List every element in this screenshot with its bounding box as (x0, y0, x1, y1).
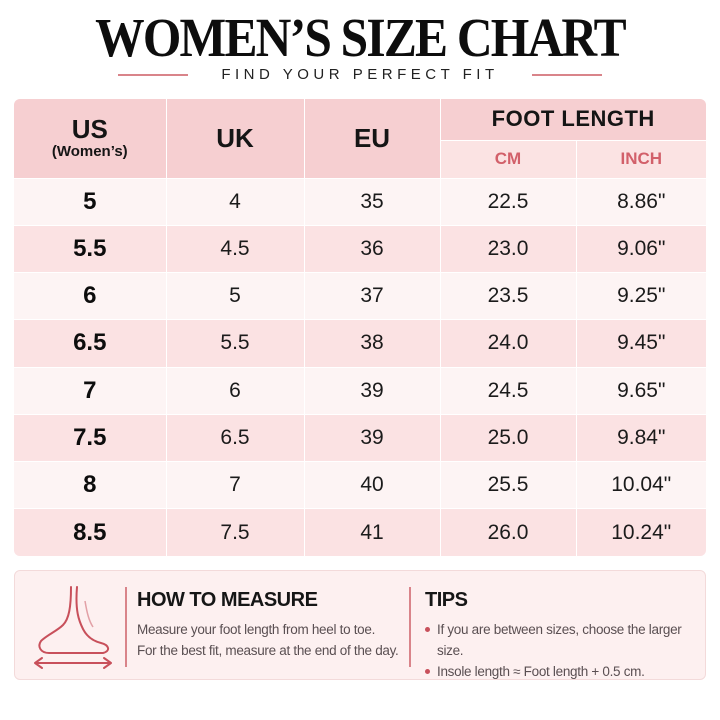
cell-inch: 9.25" (576, 271, 706, 320)
how-to-measure-line-2: For the best fit, measure at the end of … (137, 643, 399, 658)
cell-inch: 10.24" (576, 508, 706, 556)
cell-cm: 23.5 (440, 271, 577, 320)
cell-us: 8 (14, 460, 167, 509)
bullet-icon (425, 627, 430, 632)
page-subtitle: FIND YOUR PERFECT FIT (221, 66, 499, 83)
how-to-measure-line-1: Measure your foot length from heel to to… (137, 622, 376, 637)
header-uk: UK (166, 99, 305, 178)
header-inch: INCH (576, 140, 706, 178)
cell-eu: 36 (304, 224, 441, 273)
cell-uk: 6.5 (166, 413, 305, 462)
subtitle-divider-left (118, 74, 188, 76)
cell-inch: 9.06" (576, 224, 706, 273)
cell-us: 6.5 (14, 319, 167, 367)
cell-eu: 40 (304, 460, 441, 509)
tip-item: If you are between sizes, choose the lar… (425, 619, 705, 661)
subtitle-row: FIND YOUR PERFECT FIT (0, 66, 720, 84)
table-row: 7 6 39 24.5 9.65" (14, 366, 706, 415)
cell-us: 5.5 (14, 224, 167, 273)
cell-inch: 8.86" (576, 177, 706, 226)
header-eu: EU (304, 99, 441, 178)
table-row: 5.5 4.5 36 23.0 9.06" (14, 224, 706, 273)
cell-inch: 9.84" (576, 413, 706, 462)
info-divider-2 (409, 587, 411, 667)
how-to-measure-title: HOW TO MEASURE (137, 589, 318, 611)
cell-cm: 25.5 (440, 460, 577, 509)
cell-uk: 4 (166, 177, 305, 226)
page-title: WOMEN’S SIZE CHART (95, 7, 627, 68)
cell-eu: 38 (304, 319, 441, 367)
cell-uk: 7 (166, 460, 305, 509)
header-foot-length: FOOT LENGTH (440, 99, 706, 141)
bullet-icon (425, 669, 430, 674)
table-row: 6 5 37 23.5 9.25" (14, 271, 706, 320)
cell-eu: 39 (304, 413, 441, 462)
cell-inch: 9.65" (576, 366, 706, 415)
table-row: 8 7 40 25.5 10.04" (14, 460, 706, 509)
cell-uk: 6 (166, 366, 305, 415)
cell-uk: 5 (166, 271, 305, 320)
tip-item: Insole length ≈ Foot length + 0.5 cm. (425, 661, 705, 682)
cell-us: 5 (14, 177, 167, 226)
info-divider-1 (125, 587, 127, 667)
header-us: US (Women’s) (14, 99, 167, 178)
size-chart-table: US (Women’s) UK EU FOOT LENGTH CM INCH 5… (14, 99, 706, 556)
cell-inch: 10.04" (576, 460, 706, 509)
cell-cm: 24.5 (440, 366, 577, 415)
tips-list: If you are between sizes, choose the lar… (425, 619, 705, 682)
cell-us: 8.5 (14, 508, 167, 556)
cell-uk: 7.5 (166, 508, 305, 556)
tip-text: If you are between sizes, choose the lar… (437, 622, 682, 658)
table-row: 7.5 6.5 39 25.0 9.84" (14, 413, 706, 462)
cell-us: 6 (14, 271, 167, 320)
how-to-measure-text: Measure your foot length from heel to to… (137, 619, 407, 661)
table-row: 6.5 5.5 38 24.0 9.45" (14, 319, 706, 367)
foot-measure-icon (34, 586, 112, 669)
cell-cm: 23.0 (440, 224, 577, 273)
cell-eu: 39 (304, 366, 441, 415)
cell-eu: 41 (304, 508, 441, 556)
cell-cm: 25.0 (440, 413, 577, 462)
cell-eu: 37 (304, 271, 441, 320)
cell-us: 7 (14, 366, 167, 415)
table-row: 8.5 7.5 41 26.0 10.24" (14, 508, 706, 556)
cell-uk: 5.5 (166, 319, 305, 367)
cell-cm: 24.0 (440, 319, 577, 367)
cell-eu: 35 (304, 177, 441, 226)
tips-title: TIPS (425, 589, 468, 611)
cell-cm: 22.5 (440, 177, 577, 226)
tip-text: Insole length ≈ Foot length + 0.5 cm. (437, 664, 645, 679)
header-cm: CM (440, 140, 577, 178)
table-row: 5 4 35 22.5 8.86" (14, 177, 706, 226)
info-panel: HOW TO MEASURE Measure your foot length … (14, 570, 706, 680)
cell-uk: 4.5 (166, 224, 305, 273)
header-us-label: US (71, 114, 108, 145)
header-us-sub: (Women’s) (51, 143, 128, 161)
cell-cm: 26.0 (440, 508, 577, 556)
cell-inch: 9.45" (576, 319, 706, 367)
cell-us: 7.5 (14, 413, 167, 462)
subtitle-divider-right (532, 74, 602, 76)
